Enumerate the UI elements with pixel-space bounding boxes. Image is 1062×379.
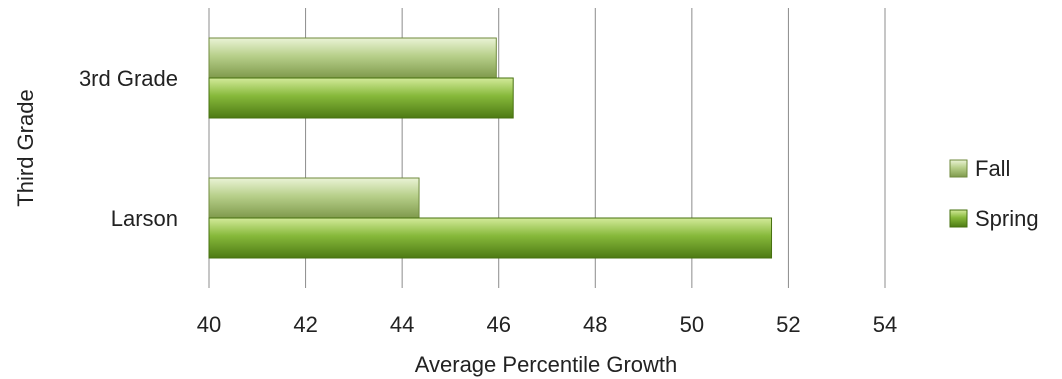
- bar-spring-1: [208, 217, 773, 259]
- category-label: Larson: [111, 206, 178, 231]
- x-tick-label: 54: [873, 312, 897, 337]
- x-tick-label: 42: [293, 312, 317, 337]
- category-label: 3rd Grade: [79, 66, 178, 91]
- x-tick-label: 44: [390, 312, 414, 337]
- x-axis-title: Average Percentile Growth: [415, 352, 678, 377]
- x-tick-label: 52: [776, 312, 800, 337]
- legend-swatch-spring: [949, 209, 968, 228]
- bar-fall-1: [208, 177, 420, 219]
- x-tick-label: 48: [583, 312, 607, 337]
- legend-label-fall: Fall: [975, 156, 1010, 181]
- x-tick-label: 50: [680, 312, 704, 337]
- legend: Fall Spring: [949, 156, 1039, 231]
- x-axis-ticks: 40 42 44 46 48 50 52 54: [197, 312, 897, 337]
- y-axis-ticks: 3rd Grade Larson: [79, 66, 178, 231]
- x-tick-label: 46: [486, 312, 510, 337]
- bar-spring-0: [208, 77, 514, 119]
- legend-label-spring: Spring: [975, 206, 1039, 231]
- bar-fall-0: [208, 37, 497, 79]
- x-tick-label: 40: [197, 312, 221, 337]
- bars: [208, 37, 773, 259]
- legend-swatch-fall: [949, 159, 968, 178]
- y-axis-title: Third Grade: [13, 89, 38, 206]
